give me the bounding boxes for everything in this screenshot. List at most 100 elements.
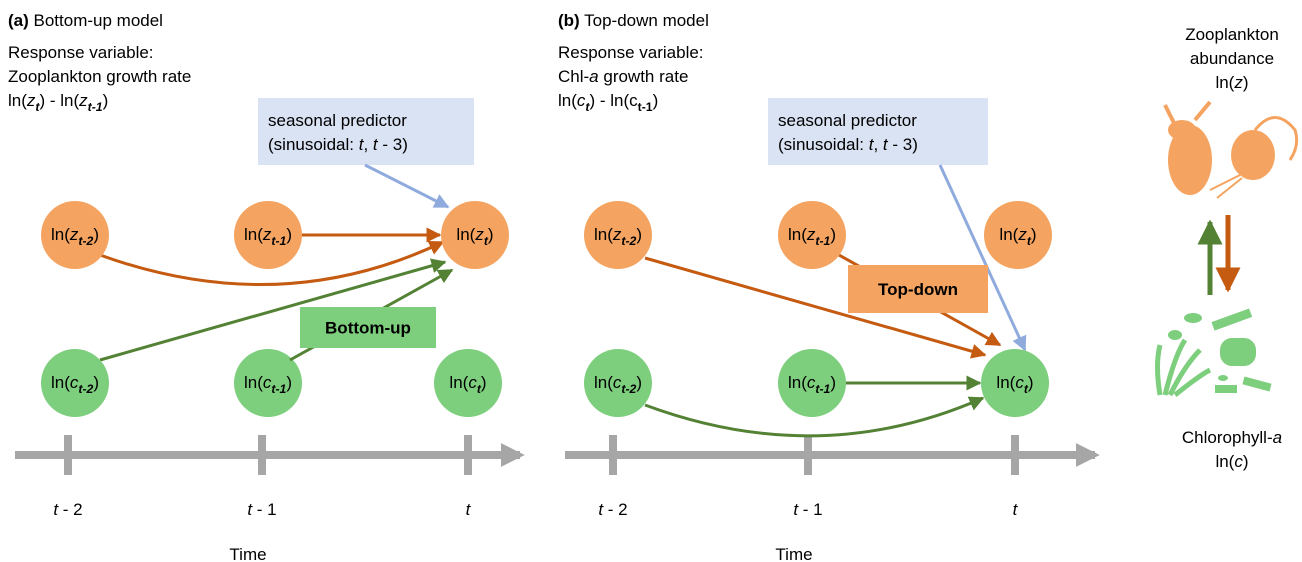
response-line-part: ) [103,91,109,110]
predictor-line-part: - 3) [378,135,408,154]
arrow [644,256,987,359]
node-label-part: ln( [999,225,1018,244]
response-line-part: Chl- [558,67,589,86]
panel-title-part: Top-down model [580,11,709,30]
node-label-part: ) [93,373,99,392]
response-line-part: ln( [558,91,577,110]
arrow [99,240,445,287]
node-label: ln(ct) [449,373,486,396]
node [984,201,1052,269]
node-label-part: ln( [244,225,263,244]
node-label-part: ) [636,373,642,392]
predictor-line-part: t [359,135,365,154]
arrow [644,396,985,438]
legend-text-part: Chlorophyll- [1182,428,1273,447]
legend-text: ln(c) [1215,452,1248,471]
effect-box [848,265,988,313]
predictor-line-part: , [873,135,882,154]
arrow [938,164,1027,352]
legend-text: ln(z) [1215,73,1248,92]
node [778,201,846,269]
node-label: ln(zt-2) [594,225,642,248]
legend-text-part: z [1233,73,1243,92]
node-label-part: t-2 [621,234,636,248]
node-label-part: t [484,234,489,248]
node-label-part: ) [286,373,292,392]
time-tick-label: t - 1 [247,500,276,519]
node-label: ln(ct) [996,373,1033,396]
node-label: ln(ct-2) [594,373,642,396]
response-line-part: ) - ln(c [589,91,638,110]
response-line-part: a [589,67,598,86]
node-label: ln(zt) [999,225,1036,248]
node-label-part: ) [1028,373,1034,392]
legend-text: Zooplankton [1185,25,1279,44]
zooplankton-icon [1163,100,1299,199]
response-line: ln(zt) - ln(zt-1) [8,91,108,114]
panel-title-part: (b) [558,11,580,30]
node [981,349,1049,417]
time-tick-label: t - 2 [53,500,82,519]
node-label-part: z [262,225,272,244]
predictor-line: seasonal predictor [268,111,407,130]
legend-text-part: c [1234,452,1243,471]
time-tick-label: t - 2 [598,500,627,519]
node-label: ln(ct-2) [51,373,99,396]
effect-box [300,307,436,348]
node-label-part: z [69,225,79,244]
node-label-part: ) [286,225,292,244]
legend-text-part: ) [1243,452,1249,471]
predictor-line: seasonal predictor [778,111,917,130]
predictor-box [768,98,988,165]
node [234,201,302,269]
legend-text-part: a [1273,428,1282,447]
node-label: ln(ct-1) [244,373,292,396]
arrow [364,163,450,209]
node-label-part: ln( [788,373,807,392]
predictor-line-part: seasonal predictor [268,111,407,130]
node-label-part: c [613,373,622,392]
time-tick-label-part: t [247,500,253,519]
node-label: ln(zt-1) [244,225,292,248]
node-label-part: ) [1031,225,1037,244]
response-line-part: ) - ln( [39,91,79,110]
time-tick-label: t - 1 [793,500,822,519]
legend-text-part: Zooplankton [1185,25,1279,44]
node-label-part: ln( [51,225,70,244]
panel-title: (a) Bottom-up model [8,11,163,30]
time-tick-label: t [466,500,472,519]
response-line-part: t-1 [638,100,653,114]
node-label-part: t-1 [271,234,286,248]
response-line-part: Response variable: [558,43,704,62]
node-label-part: ) [93,225,99,244]
legend-text-part: ln( [1215,73,1234,92]
node [441,201,509,269]
legend-text-part: ) [1243,73,1249,92]
time-tick-label-part: t [793,500,799,519]
node [778,349,846,417]
node-label-part: t-1 [271,382,286,396]
predictor-line-part: (sinusoidal: [268,135,359,154]
node-label-part: ) [636,225,642,244]
node-label-part: c [263,373,272,392]
legend-text-part: abundance [1190,49,1274,68]
time-tick-label-part: - 2 [603,500,628,519]
response-line: Response variable: [8,43,154,62]
response-line-part: t [585,100,590,114]
predictor-box [258,98,474,165]
time-tick-label-part: t [53,500,59,519]
axis-title: Time [229,545,266,562]
node [584,349,652,417]
node-label-part: c [70,373,79,392]
node-label: ln(zt-1) [788,225,836,248]
node-label-part: z [612,225,622,244]
node-label-part: ) [488,225,494,244]
predictor-line-part: - 3) [888,135,918,154]
predictor-line-part: (sinusoidal: [778,135,869,154]
time-tick-label-part: - 1 [252,500,277,519]
response-line: Response variable: [558,43,704,62]
time-tick-label-part: - 1 [798,500,823,519]
response-line-part: growth rate [599,67,689,86]
node-label-part: z [474,225,484,244]
